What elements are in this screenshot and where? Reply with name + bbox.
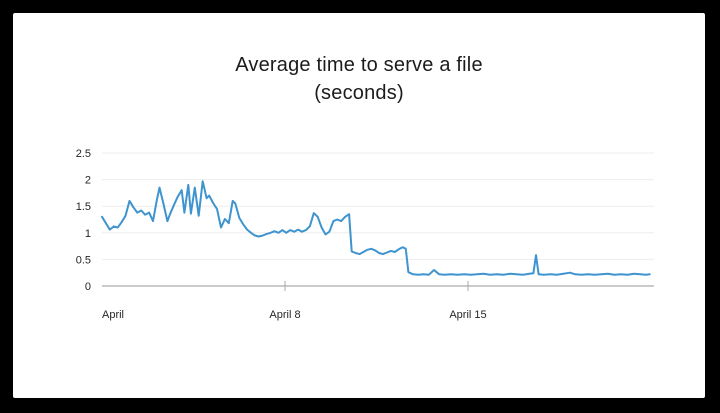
y-tick-label: 1 [85, 228, 91, 240]
x-tick-label: April 15 [449, 309, 486, 321]
x-tick-label: April 8 [269, 309, 300, 321]
y-tick-label: 0.5 [76, 254, 91, 266]
chart-title-line2: (seconds) [314, 82, 404, 104]
x-axis-ticks-group [284, 281, 469, 291]
y-tick-label: 2 [85, 175, 91, 187]
chart-title-line1: Average time to serve a file [235, 54, 483, 76]
y-tick-label: 0 [85, 281, 91, 293]
chart-svg: 0 0.5 1 1.5 2 2.5 April April 8 April 15 [76, 148, 654, 321]
chart-title: Average time to serve a file (seconds) [13, 51, 705, 107]
y-axis-labels-group: 0 0.5 1 1.5 2 2.5 [76, 148, 91, 293]
x-tick-label: April [102, 309, 124, 321]
x-axis-labels-group: April April 8 April 15 [102, 309, 487, 321]
gridlines-group [102, 152, 654, 287]
y-tick-label: 2.5 [76, 148, 91, 160]
y-tick-label: 1.5 [76, 201, 91, 213]
data-line [101, 180, 651, 276]
chart-card: Average time to serve a file (seconds) 0… [13, 13, 705, 398]
